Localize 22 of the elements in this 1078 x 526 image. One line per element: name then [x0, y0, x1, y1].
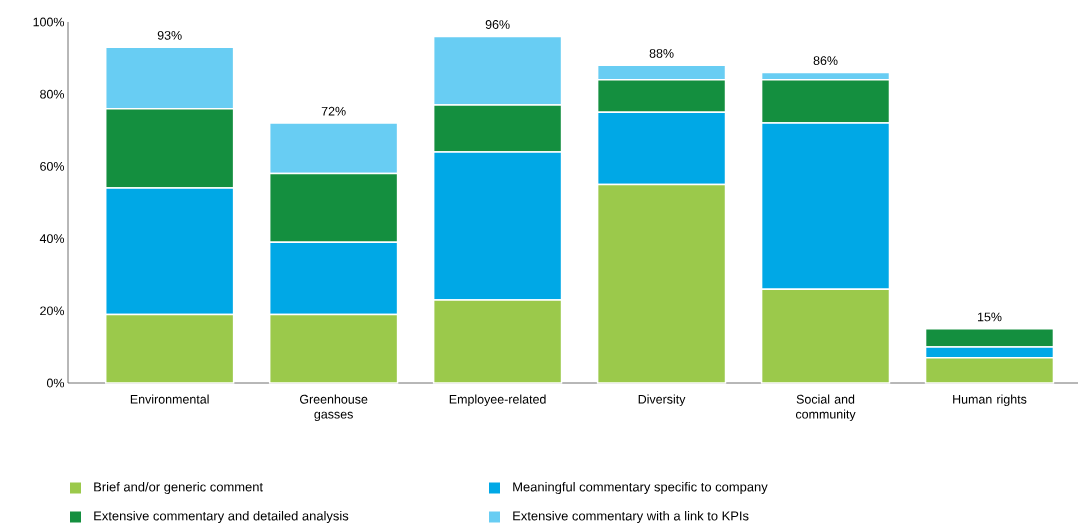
legend-label: Brief and/or generic comment	[94, 481, 263, 495]
total-label: 93%	[157, 30, 182, 40]
total-label: 15%	[977, 312, 1002, 322]
total-label: 88%	[649, 48, 674, 58]
legend-label: Extensive commentary with a link to KPIs	[513, 510, 749, 524]
total-label: 72%	[321, 106, 346, 116]
x-tick-label: Employee-related	[449, 394, 546, 407]
total-label: 86%	[813, 56, 838, 66]
legend-label: Meaningful commentary specific to company	[513, 481, 768, 495]
x-tick-label: Diversity	[638, 394, 686, 407]
y-tick-label: 100%	[33, 17, 65, 27]
x-tick-label: Environmental	[130, 394, 209, 404]
total-label: 96%	[485, 20, 510, 29]
legend-label: Extensive commentary and detailed analysis	[94, 510, 349, 524]
x-tick-label: Social and community	[795, 394, 856, 422]
y-tick-label: 60%	[40, 162, 65, 171]
y-tick-label: 80%	[40, 89, 65, 99]
y-tick-label: 0%	[46, 378, 65, 388]
y-tick-label: 40%	[39, 234, 65, 244]
y-tick-label: 20%	[40, 306, 65, 316]
x-tick-label: Greenhouse gasses	[299, 394, 368, 422]
x-tick-label: Human rights	[953, 394, 1027, 407]
